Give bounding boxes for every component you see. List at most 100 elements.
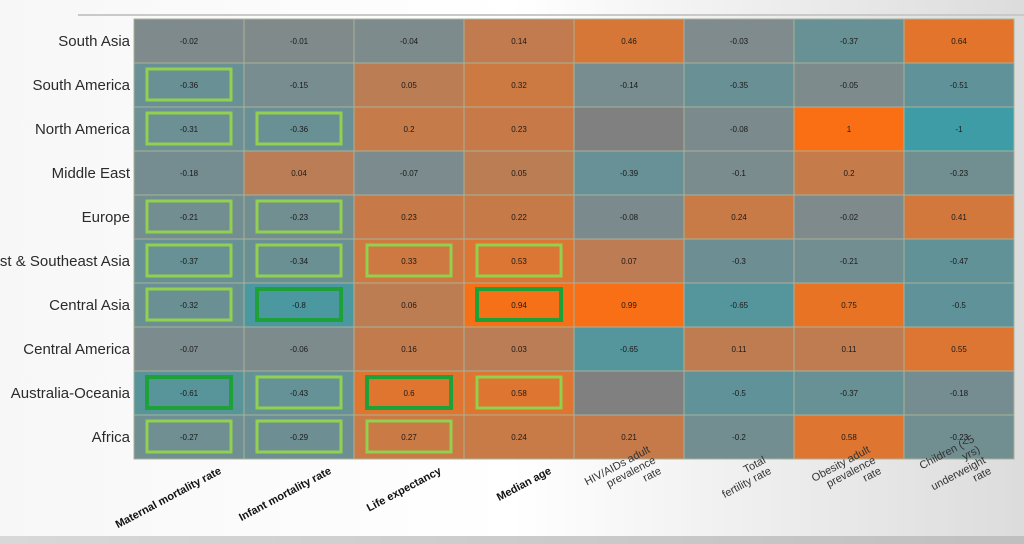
data-label: 0.11: [732, 345, 748, 354]
heatmap-cell: [463, 62, 575, 108]
data-label: -0.27: [180, 433, 199, 442]
heatmap-cell: [573, 194, 685, 240]
data-label: -0.2: [732, 433, 746, 442]
data-label: -0.07: [180, 345, 199, 354]
data-label: -0.8: [292, 301, 306, 310]
row-label: Australia-Oceania: [11, 385, 131, 402]
heatmap-cell: [903, 62, 1015, 108]
heatmap-cell: [463, 106, 575, 152]
data-label: -0.23: [950, 169, 969, 178]
data-label: -0.37: [840, 37, 859, 46]
heatmap-cell: [793, 150, 905, 196]
data-label: 0.53: [511, 257, 527, 266]
data-label: -0.04: [400, 37, 419, 46]
heatmap-cell: [463, 150, 575, 196]
data-label: -0.14: [620, 81, 639, 90]
heatmap-cell: [903, 414, 1015, 460]
data-label: -0.07: [400, 169, 419, 178]
column-label: Median age: [495, 465, 554, 504]
data-label: -0.37: [180, 257, 199, 266]
data-label: -0.21: [180, 213, 199, 222]
data-label: 0.05: [511, 169, 527, 178]
row-label: Middle East: [52, 165, 131, 182]
highlight-box: [365, 375, 453, 410]
data-label: 0.16: [401, 345, 417, 354]
highlight-box: [255, 199, 343, 234]
data-label: 0.14: [511, 37, 527, 46]
data-label: -0.21: [840, 257, 859, 266]
highlight-box: [255, 243, 343, 278]
data-label: 0.64: [951, 37, 967, 46]
bottom-bar: [0, 536, 1024, 544]
column-label: Life expectancy: [365, 465, 444, 515]
data-label: -0.02: [840, 213, 859, 222]
highlight-box: [255, 111, 343, 146]
column-label: Maternal mortality rate: [114, 465, 224, 531]
data-label: 0.46: [621, 37, 637, 46]
highlight-box: [145, 287, 233, 322]
heatmap-cell: [573, 150, 685, 196]
highlight-box: [145, 419, 233, 454]
data-label: 1: [847, 125, 852, 134]
data-label: -0.61: [180, 389, 199, 398]
data-label: -0.08: [730, 125, 749, 134]
data-label: -0.35: [730, 81, 749, 90]
heatmap-cell: [133, 150, 245, 196]
data-label: -0.3: [732, 257, 746, 266]
highlight-box: [145, 199, 233, 234]
data-label: -0.47: [950, 257, 969, 266]
data-label: 0.03: [511, 345, 527, 354]
data-label: 0.11: [842, 345, 858, 354]
heatmap-cell: [683, 106, 795, 152]
data-label: -0.51: [950, 81, 969, 90]
data-label: -0.18: [950, 389, 969, 398]
highlight-box: [255, 419, 343, 454]
row-label: Europe: [82, 209, 130, 226]
highlight-box: [475, 243, 563, 278]
data-label: 0.23: [401, 213, 417, 222]
heatmap-cell: [573, 106, 685, 152]
data-label: 0.2: [403, 125, 415, 134]
data-label: -0.15: [290, 81, 309, 90]
data-label: -0.36: [290, 125, 309, 134]
heatmap-cell: [573, 282, 685, 328]
data-label: -0.18: [180, 169, 199, 178]
data-label: -0.39: [620, 169, 639, 178]
data-label: -0.65: [730, 301, 749, 310]
data-label: 0.06: [401, 301, 417, 310]
heatmap-cell: [903, 150, 1015, 196]
data-label: -0.23: [950, 433, 969, 442]
heatmap-cell: [903, 106, 1015, 152]
highlight-box: [365, 419, 453, 454]
heatmap-cell: [463, 326, 575, 372]
data-label: 0.21: [621, 433, 637, 442]
row-label: North America: [35, 121, 131, 138]
data-label: -0.06: [290, 345, 309, 354]
heatmap-cell: [793, 326, 905, 372]
data-label: -1: [955, 125, 963, 134]
data-label: 0.05: [401, 81, 417, 90]
heatmap-cell: [683, 150, 795, 196]
data-label: 0.23: [511, 125, 527, 134]
data-label: -0.01: [290, 37, 309, 46]
data-label: 0.04: [291, 169, 307, 178]
highlight-box: [255, 375, 343, 410]
data-label: -0.08: [620, 213, 639, 222]
highlight-box: [255, 287, 343, 322]
data-label: 0.32: [511, 81, 527, 90]
heatmap-cell: [793, 62, 905, 108]
data-label: 0.58: [511, 389, 527, 398]
data-label: 0.41: [951, 213, 967, 222]
heatmap-cell: [573, 62, 685, 108]
data-label: -0.37: [840, 389, 859, 398]
row-label: Africa: [92, 429, 131, 446]
heatmap-cell: [793, 414, 905, 460]
column-label: Infant mortality rate: [237, 465, 333, 524]
heatmap-cell: [573, 370, 685, 416]
heatmap-cell: [683, 370, 795, 416]
heatmap-cell: [353, 62, 465, 108]
highlight-box: [145, 375, 233, 410]
data-label: 0.94: [511, 301, 527, 310]
heatmap-cell: [683, 414, 795, 460]
